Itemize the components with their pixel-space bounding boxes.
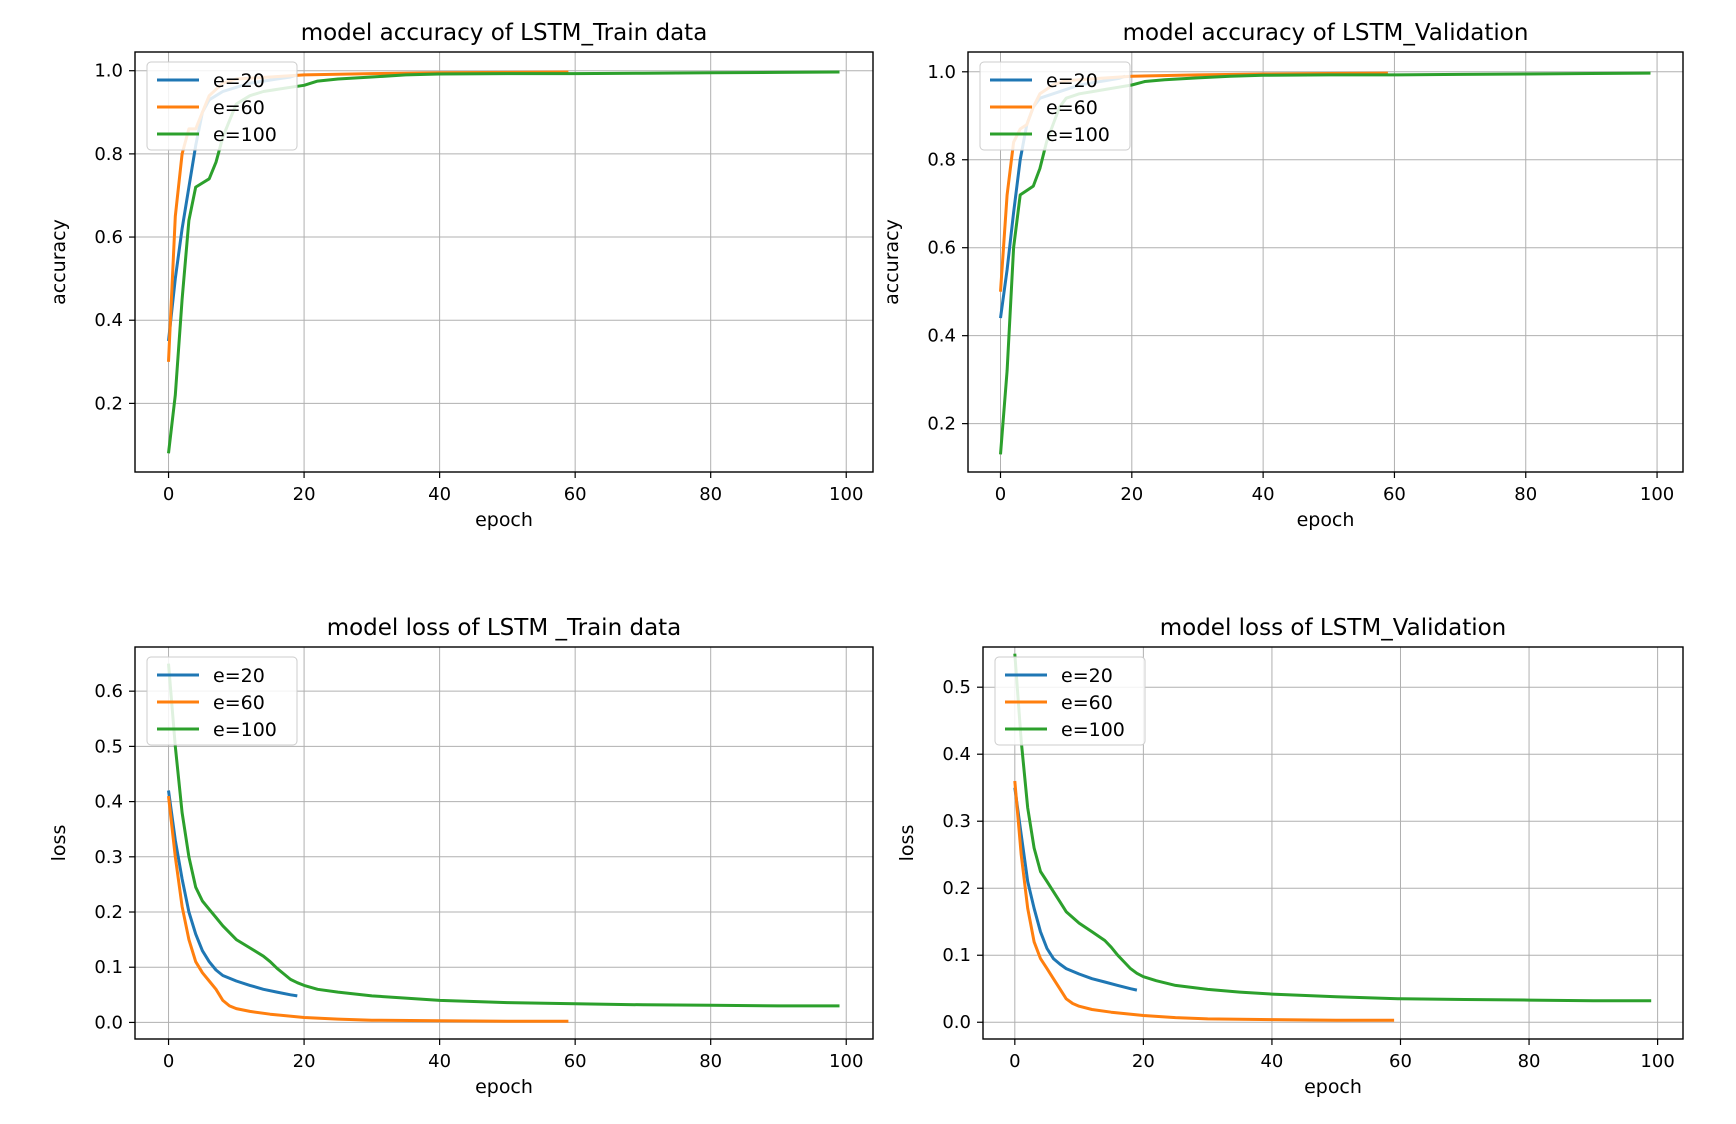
chart-2-ytick-label-1: 0.1: [94, 957, 123, 978]
chart-2-legend-label-2: e=100: [213, 719, 277, 741]
chart-2-legend-label-1: e=60: [213, 692, 265, 714]
chart-3-series-2-line: [1013, 653, 1652, 1003]
chart-0-xtick-label-4: 80: [699, 484, 722, 505]
chart-0-xtick-label-0: 0: [163, 484, 174, 505]
chart-1-xtick-label-4: 80: [1514, 484, 1537, 505]
chart-0-legend-label-2: e=100: [213, 124, 277, 146]
chart-2-legend: e=20 e=60 e=100: [146, 656, 298, 746]
chart-2-series-0-line: [167, 790, 298, 998]
chart-1-ytick-label-2: 0.6: [927, 238, 956, 259]
chart-1-legend-label-1: e=60: [1046, 97, 1098, 119]
chart-1-ytick-label-4: 1.0: [927, 62, 956, 83]
chart-0-frame: [134, 51, 874, 473]
chart-1-legend-label-0: e=20: [1046, 70, 1098, 92]
chart-3-ytick-label-3: 0.3: [942, 811, 971, 832]
chart-2-ytick-label-3: 0.3: [94, 847, 123, 868]
chart-2-xtick-label-1: 20: [293, 1051, 316, 1072]
chart-0-xtick-label-1: 20: [293, 484, 316, 505]
chart-0-ytick-label-2: 0.6: [94, 227, 123, 248]
chart-0-ytick-label-0: 0.2: [94, 393, 123, 414]
chart-3-ylabel: loss: [896, 825, 918, 862]
chart-3-xtick-label-0: 0: [1009, 1051, 1020, 1072]
chart-1-ylabel: accuracy: [881, 219, 903, 305]
chart-3-xtick-label-5: 100: [1640, 1051, 1674, 1072]
chart-0-legend-label-1: e=60: [213, 97, 265, 119]
chart-3-xtick-label-2: 40: [1260, 1051, 1283, 1072]
chart-0-xtick-label-3: 60: [564, 484, 587, 505]
chart-2-xtick-label-2: 40: [428, 1051, 451, 1072]
chart-2-ytick-label-4: 0.4: [94, 792, 123, 813]
chart-1-frame: [967, 51, 1684, 473]
chart-0-ylabel: accuracy: [48, 219, 70, 305]
chart-3-legend-label-1: e=60: [1061, 692, 1113, 714]
chart-1-legend: e=20 e=60 e=100: [979, 61, 1131, 151]
chart-0-xtick-label-5: 100: [829, 484, 863, 505]
chart-0-title: model accuracy of LSTM_Train data: [301, 20, 708, 46]
chart-2-series-1-line: [167, 795, 569, 1023]
chart-2-xtick-label-5: 100: [829, 1051, 863, 1072]
chart-1-xtick-label-5: 100: [1640, 484, 1674, 505]
chart-2-xtick-label-3: 60: [564, 1051, 587, 1072]
chart-1-xtick-label-1: 20: [1120, 484, 1143, 505]
chart-1-xtick-label-0: 0: [995, 484, 1006, 505]
chart-3-ytick-label-5: 0.5: [942, 677, 971, 698]
chart-2-series-2-line: [167, 663, 840, 1008]
chart-1-ytick-label-3: 0.8: [927, 150, 956, 171]
chart-3-ytick-label-0: 0.0: [942, 1012, 971, 1033]
chart-1-xtick-label-2: 40: [1252, 484, 1275, 505]
chart-1-ytick-label-0: 0.2: [927, 414, 956, 435]
chart-2-legend-label-0: e=20: [213, 665, 265, 687]
chart-3-ytick-label-1: 0.1: [942, 945, 971, 966]
chart-3-ytick-label-2: 0.2: [942, 878, 971, 899]
chart-1: 0 20 40 60 80 100 0.2 0.4 0.6 0.8 1.0 model accurac…: [881, 20, 1684, 531]
chart-1-xlabel: epoch: [1297, 509, 1355, 531]
chart-0-legend-label-0: e=20: [213, 70, 265, 92]
chart-1-title: model accuracy of LSTM_Validation: [1123, 20, 1529, 46]
chart-0-xtick-label-2: 40: [428, 484, 451, 505]
chart-3-legend-label-2: e=100: [1061, 719, 1125, 741]
chart-2-xlabel: epoch: [475, 1076, 533, 1098]
chart-0: 0 20 40 60 80 100 0.2 0.4 0.6 0.8 1.0 model accurac…: [48, 20, 874, 531]
chart-1-legend-label-2: e=100: [1046, 124, 1110, 146]
chart-3-legend: e=20 e=60 e=100: [994, 656, 1146, 746]
chart-3-series-0-line: [1013, 787, 1138, 992]
chart-2-frame: [134, 646, 874, 1040]
chart-3-frame: [982, 646, 1684, 1040]
chart-1-ytick-label-1: 0.4: [927, 326, 956, 347]
chart-3-legend-label-0: e=20: [1061, 665, 1113, 687]
chart-2-title: model loss of LSTM _Train data: [327, 615, 682, 641]
chart-2-ytick-label-2: 0.2: [94, 902, 123, 923]
chart-3-xtick-label-4: 80: [1518, 1051, 1541, 1072]
chart-2-ytick-label-6: 0.6: [94, 681, 123, 702]
chart-2-ylabel: loss: [48, 825, 70, 862]
chart-0-ytick-label-3: 0.8: [94, 144, 123, 165]
chart-2: 0 20 40 60 80 100 0.0 0.1 0.2 0.3 0.4 0.5 0.6 model l…: [48, 615, 874, 1098]
chart-0-legend: e=20 e=60 e=100: [146, 61, 298, 151]
chart-3-title: model loss of LSTM_Validation: [1160, 615, 1507, 641]
chart-1-xtick-label-3: 60: [1383, 484, 1406, 505]
chart-2-xtick-label-0: 0: [163, 1051, 174, 1072]
chart-0-ytick-label-1: 0.4: [94, 310, 123, 331]
chart-3: 0 20 40 60 80 100 0.0 0.1 0.2 0.3 0.4 0.5 model loss…: [896, 615, 1684, 1098]
chart-2-xtick-label-4: 80: [699, 1051, 722, 1072]
chart-3-xlabel: epoch: [1304, 1076, 1362, 1098]
chart-2-ytick-label-0: 0.0: [94, 1012, 123, 1033]
chart-3-xtick-label-3: 60: [1389, 1051, 1412, 1072]
chart-3-xtick-label-1: 20: [1132, 1051, 1155, 1072]
chart-3-ytick-label-4: 0.4: [942, 744, 971, 765]
chart-2-ytick-label-5: 0.5: [94, 736, 123, 757]
chart-3-series-1-line: [1013, 780, 1395, 1022]
chart-0-xlabel: epoch: [475, 509, 533, 531]
chart-0-ytick-label-4: 1.0: [94, 61, 123, 82]
